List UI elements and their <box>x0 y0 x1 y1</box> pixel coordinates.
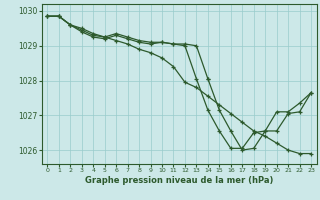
X-axis label: Graphe pression niveau de la mer (hPa): Graphe pression niveau de la mer (hPa) <box>85 176 273 185</box>
